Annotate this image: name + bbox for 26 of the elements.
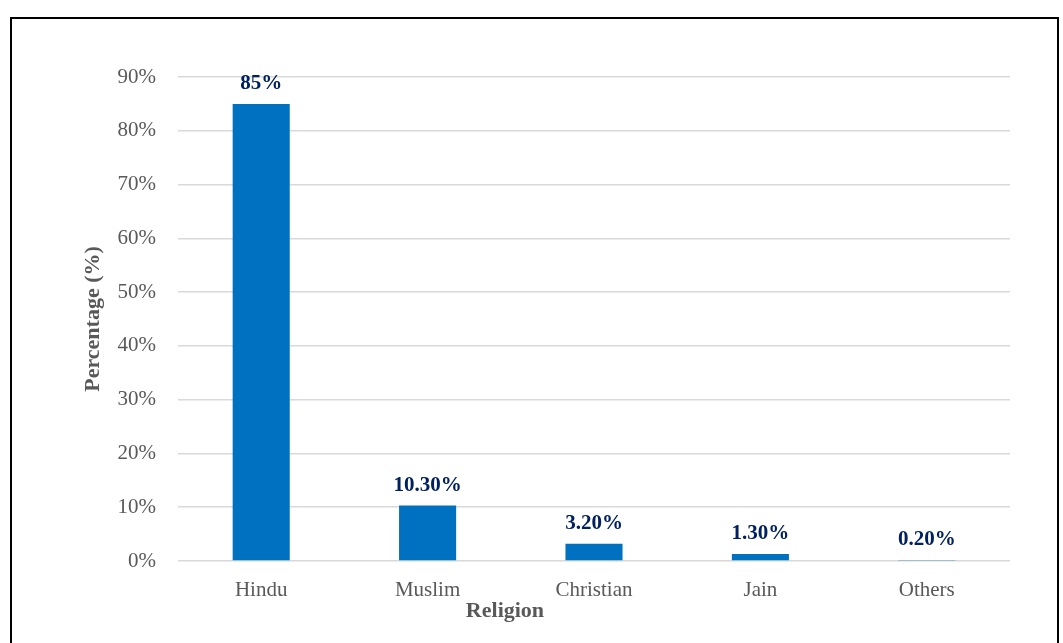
y-tick-label: 20% [117, 439, 156, 464]
y-tick-label: 80% [117, 117, 156, 142]
y-tick-label: 40% [117, 332, 156, 357]
data-label: 0.20% [897, 525, 956, 550]
data-label: 10.30% [393, 471, 462, 496]
x-axis-title: Religion [465, 596, 545, 622]
x-tick-label: Muslim [394, 577, 461, 602]
bar [565, 543, 623, 561]
y-tick-label: 0% [128, 547, 156, 572]
x-tick-label: Hindu [234, 577, 288, 602]
y-tick-label: 10% [117, 493, 156, 518]
data-label: 3.20% [565, 509, 623, 534]
y-tick-label: 70% [117, 171, 156, 196]
bar [232, 103, 290, 561]
bar [731, 554, 789, 561]
data-label: 1.30% [731, 520, 790, 545]
y-tick-label: 90% [117, 63, 156, 88]
y-axis-title: Percentage (%) [78, 246, 104, 392]
y-tick-label: 50% [117, 278, 156, 303]
x-tick-label: Others [898, 577, 955, 602]
bar [399, 505, 457, 561]
y-tick-label: 60% [117, 224, 156, 249]
x-tick-label: Christian [555, 577, 633, 602]
y-tick-label: 30% [117, 386, 156, 411]
x-tick-label: Jain [743, 577, 778, 602]
data-label: 85% [240, 69, 283, 94]
